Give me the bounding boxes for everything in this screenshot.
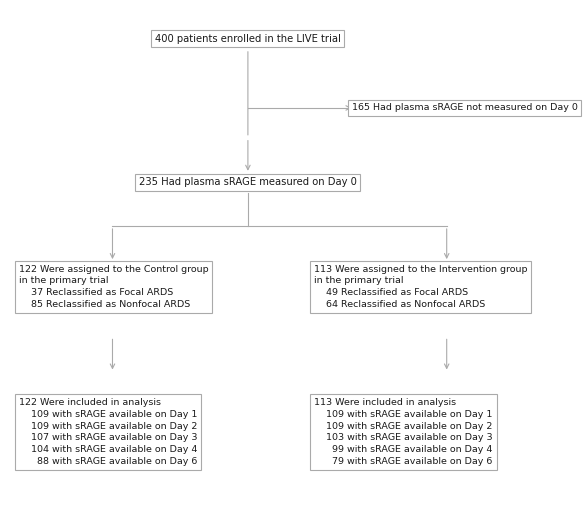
Text: 235 Had plasma sRAGE measured on Day 0: 235 Had plasma sRAGE measured on Day 0: [139, 178, 357, 188]
Text: 165 Had plasma sRAGE not measured on Day 0: 165 Had plasma sRAGE not measured on Day…: [352, 103, 577, 113]
Text: 113 Were included in analysis
    109 with sRAGE available on Day 1
    109 with: 113 Were included in analysis 109 with s…: [314, 398, 493, 466]
Text: 400 patients enrolled in the LIVE trial: 400 patients enrolled in the LIVE trial: [155, 34, 341, 43]
Text: 122 Were included in analysis
    109 with sRAGE available on Day 1
    109 with: 122 Were included in analysis 109 with s…: [19, 398, 197, 466]
Text: 113 Were assigned to the Intervention group
in the primary trial
    49 Reclassi: 113 Were assigned to the Intervention gr…: [314, 265, 527, 309]
Text: 122 Were assigned to the Control group
in the primary trial
    37 Reclassified : 122 Were assigned to the Control group i…: [19, 265, 208, 309]
